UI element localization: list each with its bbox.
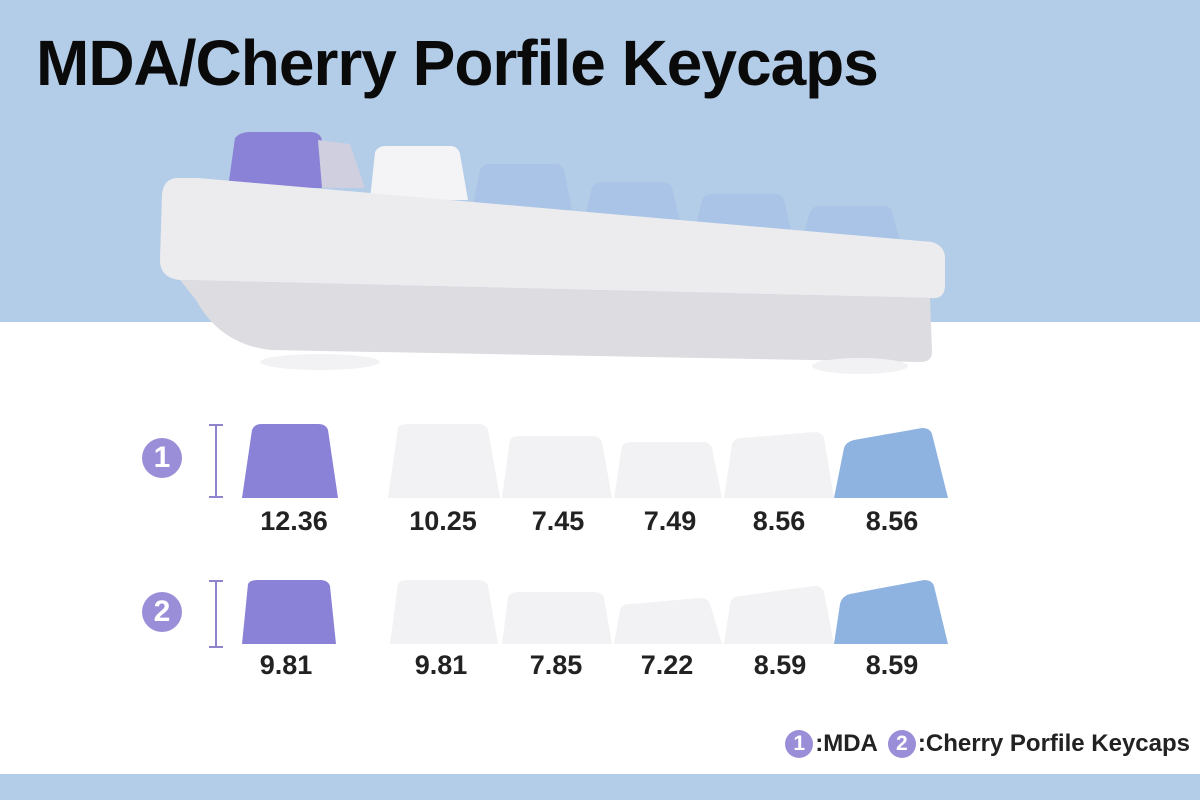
keycap-white — [502, 592, 612, 644]
keycap-white — [502, 436, 612, 498]
keycap-purple — [242, 580, 336, 644]
keycap-white — [614, 598, 722, 644]
keycap-height-value: 8.59 — [753, 650, 807, 680]
keycap-height-value: 9.81 — [414, 650, 468, 680]
legend-badge-1: 1 — [785, 730, 814, 758]
height-marker-icon — [209, 424, 223, 498]
page-title: MDA/Cherry Porfile Keycaps — [36, 27, 879, 99]
keycap-height-value: 7.22 — [640, 650, 694, 680]
row-badge-1: 1 — [142, 438, 182, 478]
keycap-purple — [242, 424, 338, 498]
profile-legend: 1 :MDA 2 :Cherry Porfile Keycaps — [785, 730, 1190, 758]
row-badge-2: 2 — [142, 592, 182, 632]
legend-label-mda: :MDA — [815, 730, 878, 757]
keyboard-side-view — [160, 132, 945, 374]
keycap-height-value: 7.45 — [531, 506, 585, 536]
keycap-white — [390, 580, 498, 644]
keycap-height-value: 8.56 — [865, 506, 919, 536]
keycap-height-value: 9.81 — [259, 650, 313, 680]
keycap-white — [614, 442, 722, 498]
keycap-height-value: 12.36 — [260, 506, 328, 536]
keycap-white — [388, 424, 500, 498]
keycap-white — [724, 586, 834, 644]
keycap-height-value: 7.49 — [643, 506, 697, 536]
bottom-background-band — [0, 774, 1200, 800]
keycap-height-value: 8.56 — [752, 506, 806, 536]
legend-badge-2: 2 — [887, 730, 916, 758]
keycap-height-value: 10.25 — [409, 506, 477, 536]
legend-label-cherry: :Cherry Porfile Keycaps — [917, 730, 1190, 757]
cherry-row: 2 9.81 9.81 7.85 7.22 8.59 8.59 — [0, 570, 1200, 690]
mda-row: 1 12.36 10.25 7.45 7.49 8.56 8.56 — [0, 412, 1200, 536]
keycap-blue — [834, 580, 948, 644]
keycap-height-value: 7.85 — [529, 650, 583, 680]
keycap-blue — [834, 428, 948, 498]
keycap-height-value: 8.59 — [865, 650, 919, 680]
height-marker-icon — [209, 580, 223, 648]
keycap-white — [724, 432, 834, 498]
